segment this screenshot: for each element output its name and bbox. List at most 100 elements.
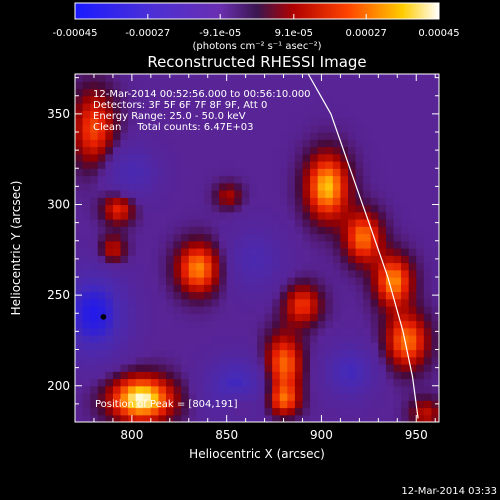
heatmap-cell (401, 153, 410, 162)
heatmap-cell (279, 313, 288, 322)
heatmap-cell (325, 291, 334, 300)
heatmap-cell (128, 95, 137, 104)
heatmap-cell (363, 393, 372, 401)
heatmap-cell (219, 168, 228, 177)
heatmap-cell (385, 233, 395, 242)
heatmap-cell (355, 110, 364, 119)
heatmap-cell (181, 364, 190, 372)
heatmap-cell (393, 342, 402, 351)
heatmap-cell (431, 349, 439, 358)
heatmap-cell (82, 313, 91, 322)
heatmap-cell (310, 385, 319, 394)
heatmap-cell (423, 327, 433, 336)
heatmap-cell (120, 211, 129, 220)
heatmap-cell (272, 211, 281, 220)
heatmap-cell (317, 219, 326, 227)
heatmap-cell (82, 306, 91, 314)
heatmap-cell (234, 385, 243, 394)
heatmap-cell (363, 385, 372, 394)
heatmap-cell (294, 400, 304, 409)
heatmap-cell (249, 356, 258, 365)
heatmap-cell (310, 124, 319, 133)
heatmap-cell (90, 81, 99, 90)
heatmap-cell (355, 240, 364, 249)
heatmap-cell (317, 161, 326, 169)
heatmap-cell (241, 190, 251, 198)
heatmap-cell (393, 124, 402, 133)
heatmap-cell (135, 124, 144, 133)
heatmap-cell (264, 407, 273, 416)
heatmap-cell (401, 393, 410, 401)
heatmap-cell (158, 139, 167, 148)
heatmap-cell (348, 103, 357, 111)
heatmap-cell (150, 240, 160, 249)
heatmap-cell (158, 255, 167, 264)
heatmap-cell (112, 284, 122, 293)
heatmap-cell (287, 335, 296, 343)
heatmap-cell (257, 306, 266, 314)
heatmap-cell (241, 95, 251, 104)
heatmap-cell (135, 74, 144, 82)
heatmap-cell (234, 320, 243, 329)
heatmap-cell (150, 219, 160, 227)
heatmap-cell (264, 349, 273, 358)
heatmap-cell (82, 364, 91, 372)
heatmap-cell (82, 161, 91, 169)
info-line-time: 12-Mar-2014 00:52:56.000 to 00:56:10.000 (93, 89, 311, 100)
heatmap-cell (287, 284, 296, 293)
heatmap-cell (393, 175, 402, 184)
heatmap-cell (211, 306, 220, 314)
heatmap-cell (75, 103, 84, 111)
heatmap-cell (363, 414, 372, 422)
heatmap-cell (294, 226, 304, 235)
heatmap-cell (416, 117, 425, 126)
heatmap-cell (181, 103, 190, 111)
x-tick-label: 800 (120, 428, 143, 442)
heatmap-cell (181, 88, 190, 97)
heatmap-cell (348, 349, 357, 358)
heatmap-cell (264, 262, 273, 271)
heatmap-cell (355, 349, 364, 358)
heatmap-cell (249, 248, 258, 256)
heatmap-cell (173, 110, 182, 119)
heatmap-cell (219, 211, 228, 220)
heatmap-cell (348, 240, 357, 249)
heatmap-cell (203, 255, 213, 264)
heatmap-cell (287, 233, 296, 242)
heatmap-cell (120, 269, 129, 278)
heatmap-cell (211, 248, 220, 256)
heatmap-cell (128, 400, 137, 409)
heatmap-cell (90, 182, 99, 191)
heatmap-cell (279, 219, 288, 227)
heatmap-cell (423, 335, 433, 343)
heatmap-cell (173, 168, 182, 177)
heatmap-cell (348, 132, 357, 140)
heatmap-cell (203, 320, 213, 329)
heatmap-cell (158, 349, 167, 358)
heatmap-cell (181, 95, 190, 104)
heatmap-cell (416, 356, 425, 365)
heatmap-cell (211, 233, 220, 242)
heatmap-cell (82, 219, 91, 227)
heatmap-cell (332, 248, 342, 256)
heatmap-cell (97, 414, 106, 422)
heatmap-cell (105, 95, 114, 104)
heatmap-cell (158, 407, 167, 416)
heatmap-cell (348, 168, 357, 177)
heatmap-cell (196, 204, 205, 213)
heatmap-cell (302, 146, 311, 155)
heatmap-cell (363, 313, 372, 322)
heatmap-cell (332, 146, 342, 155)
heatmap-cell (332, 414, 342, 422)
heatmap-cell (219, 204, 228, 213)
heatmap-cell (219, 342, 228, 351)
heatmap-cell (90, 262, 99, 271)
heatmap-cell (75, 327, 84, 336)
heatmap-cell (226, 219, 235, 227)
heatmap-cell (355, 342, 364, 351)
heatmap-cell (310, 190, 319, 198)
heatmap-cell (340, 400, 349, 409)
heatmap-cell (378, 378, 387, 387)
heatmap-cell (143, 124, 152, 133)
heatmap-cell (401, 182, 410, 191)
